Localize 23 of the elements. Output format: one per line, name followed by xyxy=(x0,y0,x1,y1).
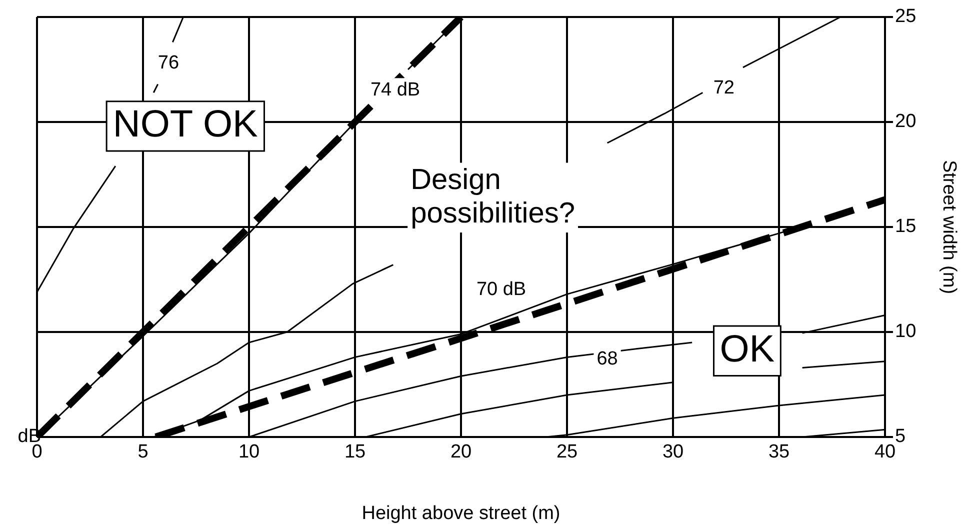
x-tick-label: 15 xyxy=(344,442,366,463)
annotation: Design possibilities? xyxy=(410,164,576,230)
annotation: NOT OK xyxy=(112,104,258,146)
y-tick-label: 5 xyxy=(895,426,906,448)
x-tick-label: 25 xyxy=(556,442,578,463)
annotation: 68 xyxy=(596,348,618,370)
x-tick-label: 30 xyxy=(662,442,684,463)
annotation: 76 xyxy=(158,52,180,74)
x-tick-label: 35 xyxy=(768,442,790,463)
y-tick-label: 10 xyxy=(895,321,916,342)
annotation: OK xyxy=(720,328,775,370)
annotation: 74 dB xyxy=(370,80,420,101)
y-axis-title: Street width (m) xyxy=(938,160,960,294)
x-axis-title: Height above street (m) xyxy=(362,502,560,524)
annotation: 70 dB xyxy=(476,279,526,300)
y-tick-label: 15 xyxy=(895,216,916,238)
x-tick-label: 20 xyxy=(450,442,472,463)
x-tick-label: 10 xyxy=(238,442,260,463)
x-tick-label: 40 xyxy=(874,442,896,463)
x-tick-label: 5 xyxy=(138,442,148,463)
y-tick-label: 20 xyxy=(895,111,916,132)
y-tick-label: 25 xyxy=(895,6,916,28)
annotation: 72 xyxy=(713,78,734,99)
